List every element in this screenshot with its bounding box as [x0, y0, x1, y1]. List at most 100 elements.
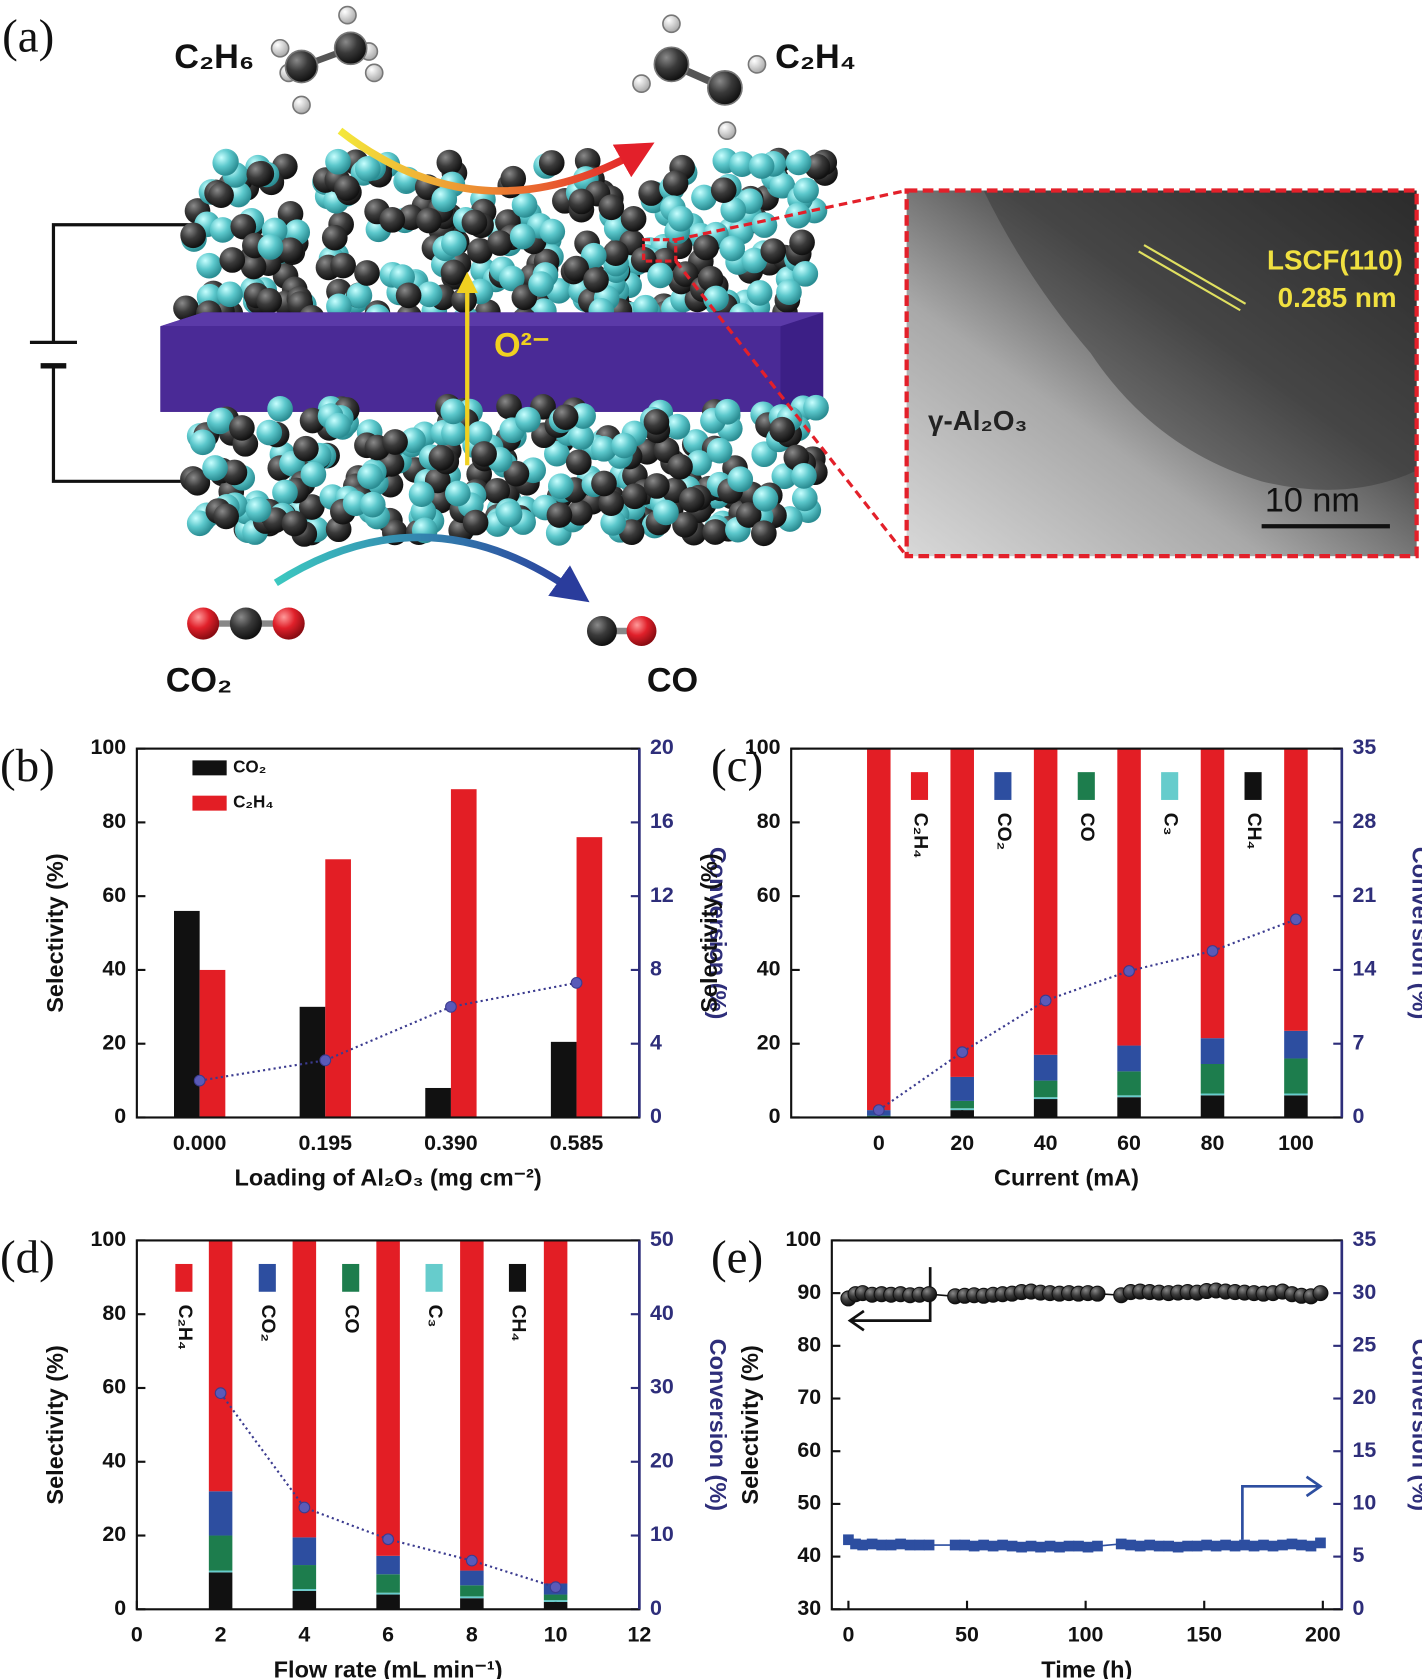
x-tick-label: 200	[1305, 1623, 1341, 1647]
legend-swatch	[994, 772, 1012, 800]
molecule-co	[586, 616, 657, 646]
marker	[1123, 965, 1135, 977]
marker	[872, 1104, 885, 1116]
y2-tick-label: 8	[650, 957, 662, 981]
atom	[565, 449, 592, 476]
legend-swatch	[1077, 772, 1095, 800]
atom	[395, 282, 422, 309]
atom	[208, 182, 234, 209]
atom	[720, 197, 747, 223]
legend-label: CH₄	[507, 1305, 528, 1342]
y2-tick-label: 0	[650, 1596, 662, 1620]
y2-tick-label: 21	[1353, 883, 1377, 907]
atom	[186, 510, 213, 537]
panel-label: (e)	[711, 1232, 763, 1284]
marker	[968, 1540, 980, 1552]
atom	[240, 253, 267, 280]
x-tick-label: 80	[1201, 1131, 1225, 1155]
legend-swatch	[425, 1263, 443, 1292]
bar	[550, 1041, 577, 1118]
marker	[1312, 1285, 1329, 1302]
atom	[751, 212, 778, 238]
atom	[591, 470, 617, 497]
legend-label: C₂H₄	[909, 813, 930, 859]
atom	[382, 429, 408, 455]
atom	[741, 247, 768, 274]
marker	[1290, 913, 1302, 926]
atom	[703, 285, 729, 312]
y2-tick-label: 7	[1353, 1030, 1365, 1054]
y-tick-label: 20	[102, 1522, 126, 1546]
tem-label: 0.285 nm	[1278, 282, 1397, 313]
marker	[1258, 1539, 1269, 1551]
atom	[547, 473, 574, 500]
y-tick-label: 40	[102, 1448, 126, 1472]
x-tick-label: 0	[131, 1623, 143, 1647]
atom	[719, 235, 746, 262]
atom	[568, 424, 595, 450]
atom	[213, 503, 239, 530]
y2-tick-label: 10	[1353, 1491, 1377, 1515]
x-tick-label: 60	[1117, 1131, 1141, 1155]
marker	[1082, 1541, 1094, 1553]
atom	[451, 287, 477, 314]
bar-segment	[1284, 1095, 1308, 1118]
legend-label: C₃	[1160, 813, 1181, 836]
bar-segment	[1284, 1058, 1308, 1094]
x-tick-label: 20	[950, 1131, 974, 1155]
zoom-box	[642, 238, 678, 263]
atom	[321, 224, 348, 251]
y2-axis-label: Conversion (%)	[1408, 847, 1422, 1019]
bar	[174, 910, 200, 1118]
atom	[729, 151, 755, 178]
marker	[1201, 1539, 1212, 1551]
atom	[693, 234, 719, 261]
tem-label: LSCF(110)	[1267, 244, 1403, 275]
atom	[272, 479, 298, 506]
atom	[638, 180, 665, 206]
marker	[866, 1538, 878, 1550]
y2-tick-label: 16	[650, 809, 674, 833]
atom	[212, 150, 239, 176]
marker	[895, 1538, 906, 1550]
bar-segment	[543, 1240, 568, 1584]
atom	[246, 161, 273, 187]
product-label: C₂H₄	[775, 38, 856, 76]
series-line	[878, 918, 1297, 1111]
marker	[914, 1539, 925, 1551]
atom	[620, 205, 647, 232]
atom	[552, 404, 579, 430]
atom	[746, 280, 773, 306]
bar-segment	[1200, 748, 1225, 1039]
legend-label: C₂H₄	[233, 793, 273, 812]
marker	[549, 1581, 562, 1594]
legend-label: CO₂	[233, 757, 266, 776]
atom	[330, 252, 356, 279]
zoom-lines	[674, 188, 908, 558]
marker	[382, 1533, 394, 1546]
y-tick-label: 60	[757, 883, 781, 907]
y2-tick-label: 20	[650, 1448, 674, 1472]
bar-segment	[1033, 748, 1058, 1055]
axis-arrows	[847, 1267, 1323, 1540]
x-tick-label: 0.585	[550, 1131, 604, 1155]
y2-tick-label: 10	[650, 1522, 674, 1546]
marker	[1191, 1540, 1203, 1552]
x-axis-label: Loading of Al₂O₃ (mg cm⁻²)	[235, 1165, 542, 1191]
atom	[346, 282, 373, 309]
bar	[450, 789, 477, 1118]
marker	[465, 1554, 478, 1567]
marker	[1286, 1538, 1298, 1550]
y2-tick-label: 20	[650, 735, 674, 759]
ion-label: O²⁻	[494, 327, 550, 365]
marker	[1172, 1541, 1184, 1553]
marker	[1044, 1540, 1056, 1552]
legend-label: C₂H₄	[174, 1305, 195, 1351]
atom	[431, 186, 458, 213]
marker	[1134, 1540, 1146, 1552]
x-axis-label: Flow rate (mL min⁻¹)	[274, 1657, 503, 1679]
x-tick-label: 0	[873, 1131, 885, 1155]
bar-segment	[376, 1555, 400, 1575]
atom	[440, 259, 467, 286]
y2-axis-label: Conversion (%)	[705, 847, 731, 1019]
